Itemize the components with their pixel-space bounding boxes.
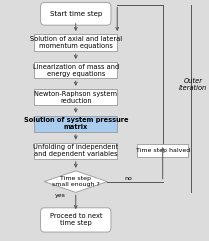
Bar	[34, 116, 117, 132]
Text: Newton-Raphson system
reduction: Newton-Raphson system reduction	[34, 91, 117, 104]
Text: no: no	[124, 176, 132, 181]
FancyBboxPatch shape	[41, 3, 111, 25]
Bar	[34, 62, 117, 78]
Text: Time step
small enough ?: Time step small enough ?	[52, 176, 100, 187]
FancyBboxPatch shape	[41, 208, 111, 232]
Polygon shape	[44, 171, 107, 192]
Bar	[137, 144, 188, 157]
Text: Time step halved: Time step halved	[136, 148, 190, 153]
Text: Unfolding of independent
and dependent variables: Unfolding of independent and dependent v…	[33, 144, 118, 157]
Text: Proceed to next
time step: Proceed to next time step	[50, 214, 102, 227]
Text: Solution of system pressure
matrix: Solution of system pressure matrix	[23, 117, 128, 130]
Text: Solution of axial and lateral
momentum equations: Solution of axial and lateral momentum e…	[30, 36, 122, 49]
Text: Start time step: Start time step	[50, 11, 102, 17]
Bar	[34, 89, 117, 105]
Bar	[34, 142, 117, 159]
Text: Linearization of mass and
energy equations: Linearization of mass and energy equatio…	[33, 64, 119, 77]
Text: yes: yes	[55, 194, 65, 199]
Text: Outer
Iteration: Outer Iteration	[179, 78, 207, 91]
Bar	[34, 34, 117, 51]
